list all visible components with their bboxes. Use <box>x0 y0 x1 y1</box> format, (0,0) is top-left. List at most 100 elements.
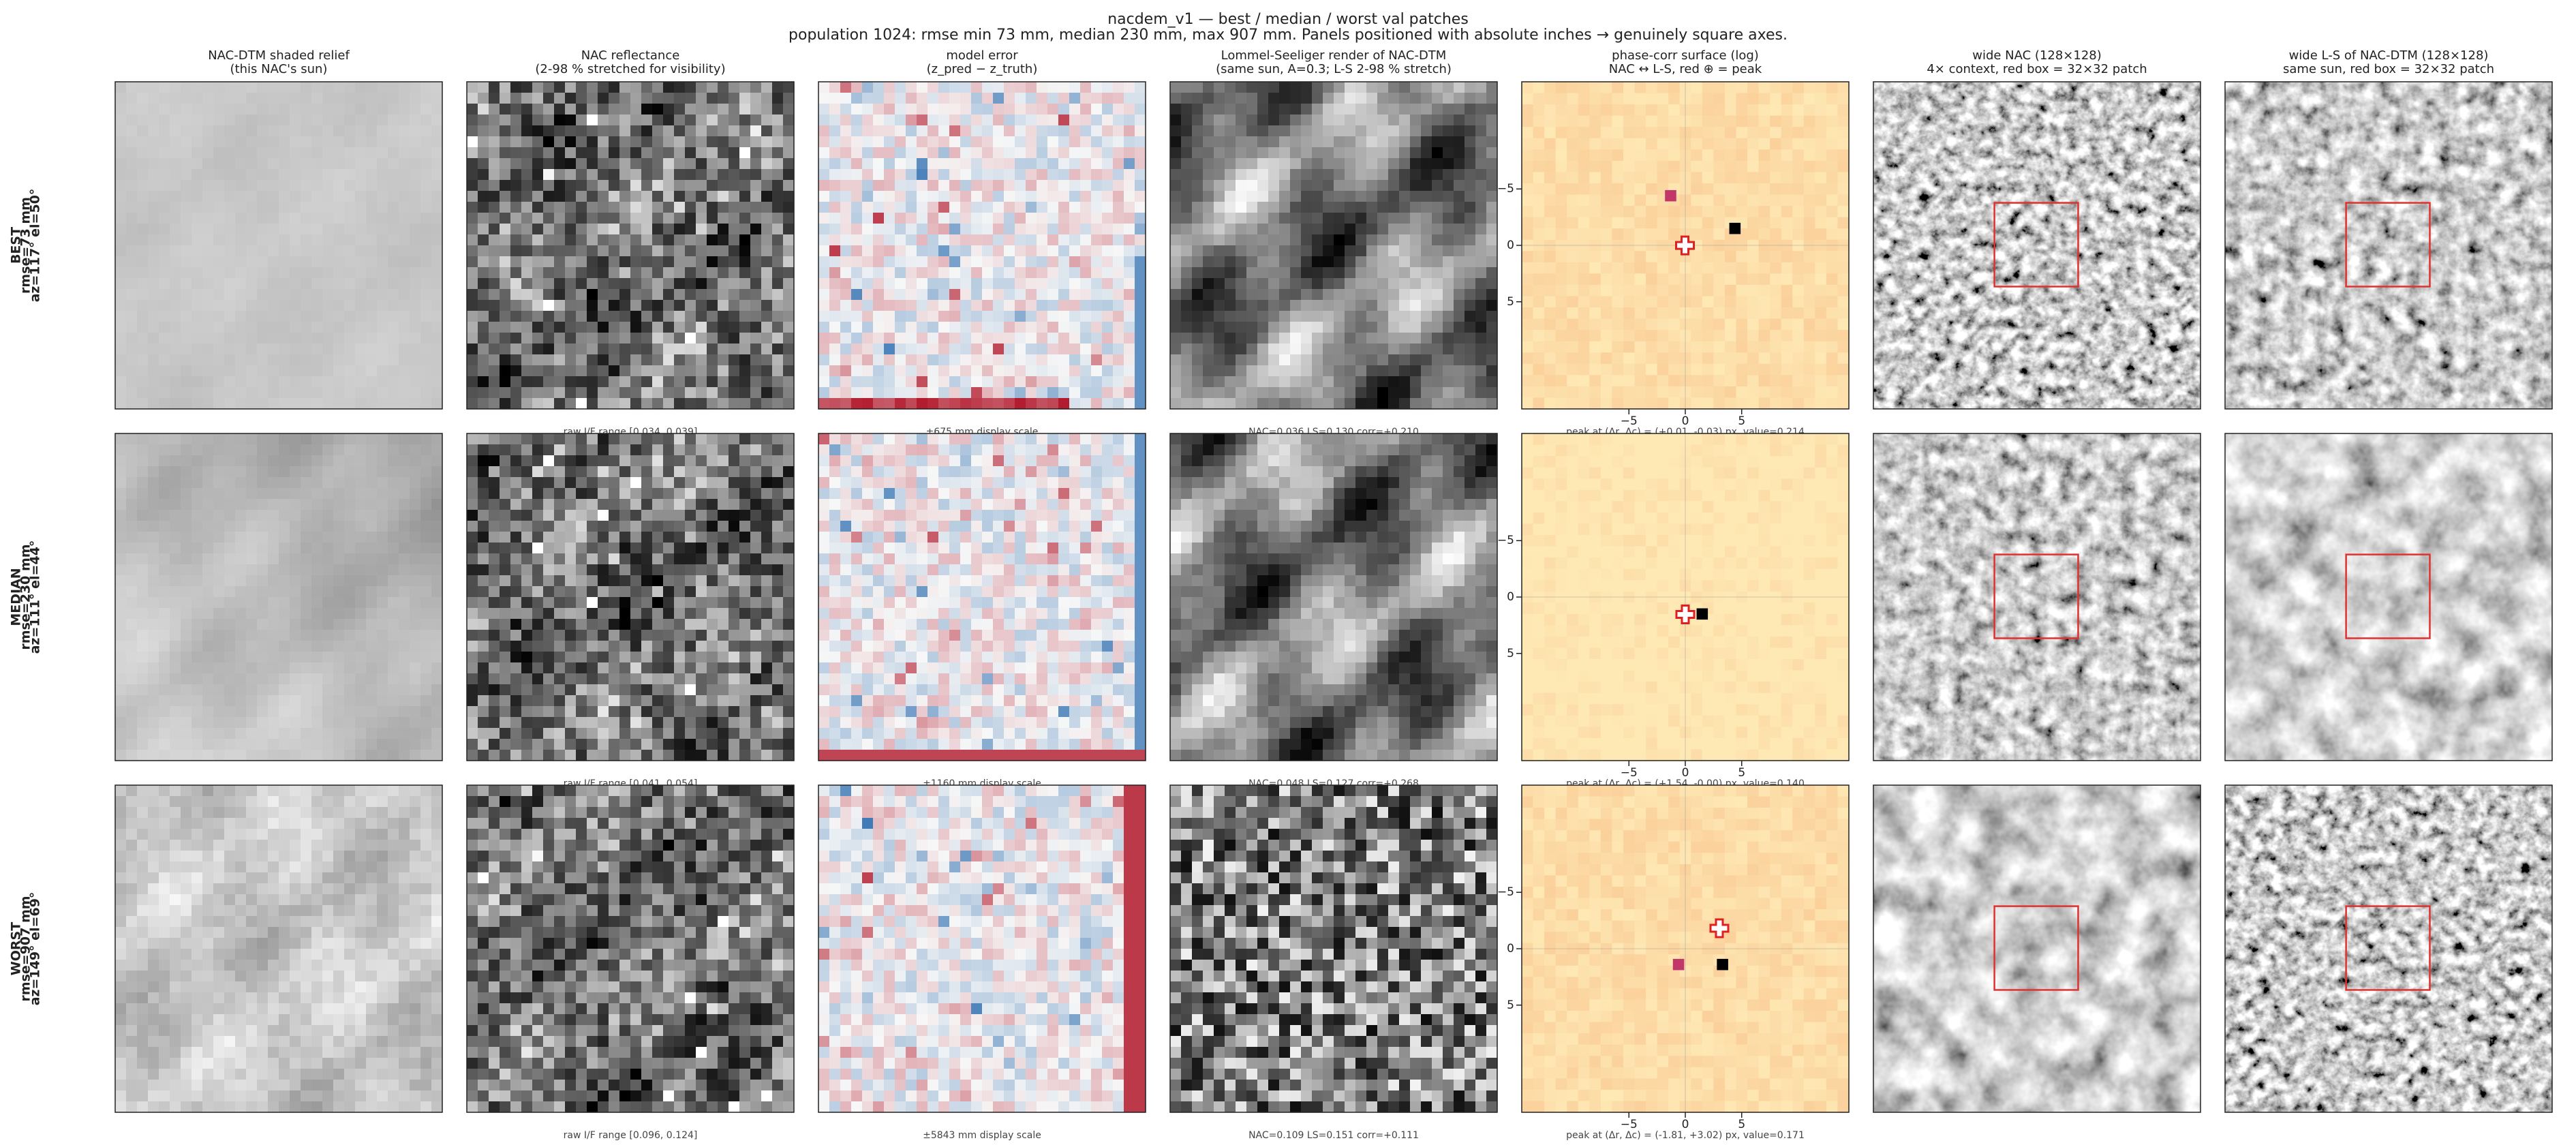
pixel <box>478 224 489 235</box>
pixel <box>652 93 664 104</box>
pixel <box>1334 300 1345 311</box>
pixel <box>1443 114 1454 126</box>
pixel <box>279 597 290 609</box>
pixel <box>1279 125 1291 137</box>
pixel <box>1792 138 1805 150</box>
pixel <box>1410 322 1422 333</box>
pixel <box>598 311 609 322</box>
pixel <box>1432 169 1443 181</box>
pixel <box>268 466 279 478</box>
pixel <box>663 365 675 377</box>
pixel <box>1366 114 1378 126</box>
pixel <box>1181 311 1193 322</box>
pixel <box>619 256 631 268</box>
pixel <box>257 191 269 202</box>
pixel <box>1803 296 1815 308</box>
pixel <box>467 256 478 268</box>
pixel <box>1366 333 1378 344</box>
pixel <box>1192 376 1203 388</box>
pixel <box>420 147 432 159</box>
column-subtitle: (2-98 % stretched for visibility) <box>535 62 725 76</box>
pixel <box>696 333 707 344</box>
pixel <box>1345 398 1356 410</box>
pixel <box>1486 267 1498 279</box>
pixel <box>388 333 399 344</box>
pixel <box>696 82 707 93</box>
pixel <box>1037 245 1048 257</box>
pixel <box>1724 194 1737 207</box>
pixel <box>1713 104 1726 117</box>
pixel <box>1323 169 1334 181</box>
pixel <box>993 213 1005 224</box>
pixel <box>761 387 773 399</box>
pixel <box>906 311 917 322</box>
pixel <box>431 543 443 554</box>
pixel <box>750 376 762 388</box>
pixel <box>1124 333 1135 344</box>
pixel <box>1567 375 1579 387</box>
pixel <box>489 376 500 388</box>
pixel <box>1747 375 1760 387</box>
pixel <box>906 114 917 126</box>
pixel <box>1555 262 1567 274</box>
pixel <box>344 202 356 213</box>
pixel <box>1815 149 1827 162</box>
pixel <box>1037 234 1048 246</box>
pixel <box>587 300 598 311</box>
column-subtitle: same sun, red box = 32×32 patch <box>2283 62 2494 76</box>
pixel <box>1312 158 1323 170</box>
pixel <box>1214 322 1225 333</box>
pixel <box>938 114 950 126</box>
pixel <box>420 158 432 170</box>
pixel <box>543 213 555 224</box>
pixel <box>213 354 225 366</box>
pixel <box>1522 127 1534 139</box>
pixel <box>191 256 203 268</box>
pixel <box>1181 191 1193 202</box>
pixel <box>1634 228 1646 241</box>
pixel <box>257 267 269 279</box>
pixel <box>1454 289 1465 301</box>
pixel <box>1113 82 1124 93</box>
pixel <box>1015 202 1026 213</box>
pixel <box>1047 300 1059 311</box>
pixel <box>1236 376 1247 388</box>
pixel <box>344 444 356 456</box>
pixel <box>279 543 290 554</box>
pixel <box>224 387 236 399</box>
pixel <box>840 311 852 322</box>
pixel <box>235 543 247 554</box>
pixel <box>685 387 696 399</box>
pixel <box>301 191 312 202</box>
pixel <box>1388 213 1400 224</box>
pixel <box>137 202 149 213</box>
pixel <box>311 387 323 399</box>
pixel <box>521 256 533 268</box>
pixel <box>938 136 950 148</box>
pixel <box>202 455 214 467</box>
pixel <box>344 365 356 377</box>
pixel <box>181 333 192 344</box>
pixel <box>148 608 159 620</box>
pixel <box>1634 160 1646 173</box>
pixel <box>1026 344 1037 355</box>
pixel <box>1421 136 1432 148</box>
pixel <box>246 510 258 521</box>
pixel <box>1355 125 1367 137</box>
pixel <box>1781 363 1793 376</box>
x-tick-label: 0 <box>1682 414 1689 428</box>
pixel <box>159 521 170 532</box>
pixel <box>1214 93 1225 104</box>
pixel <box>707 169 718 181</box>
pixel <box>246 488 258 500</box>
pixel <box>543 300 555 311</box>
pixel <box>1015 398 1026 410</box>
pixel <box>532 114 544 126</box>
pixel <box>840 245 852 257</box>
pixel <box>148 455 159 467</box>
pixel <box>170 543 181 554</box>
pixel <box>1124 224 1135 235</box>
pixel <box>1355 234 1367 246</box>
pixel <box>729 365 740 377</box>
pixel <box>1236 224 1247 235</box>
